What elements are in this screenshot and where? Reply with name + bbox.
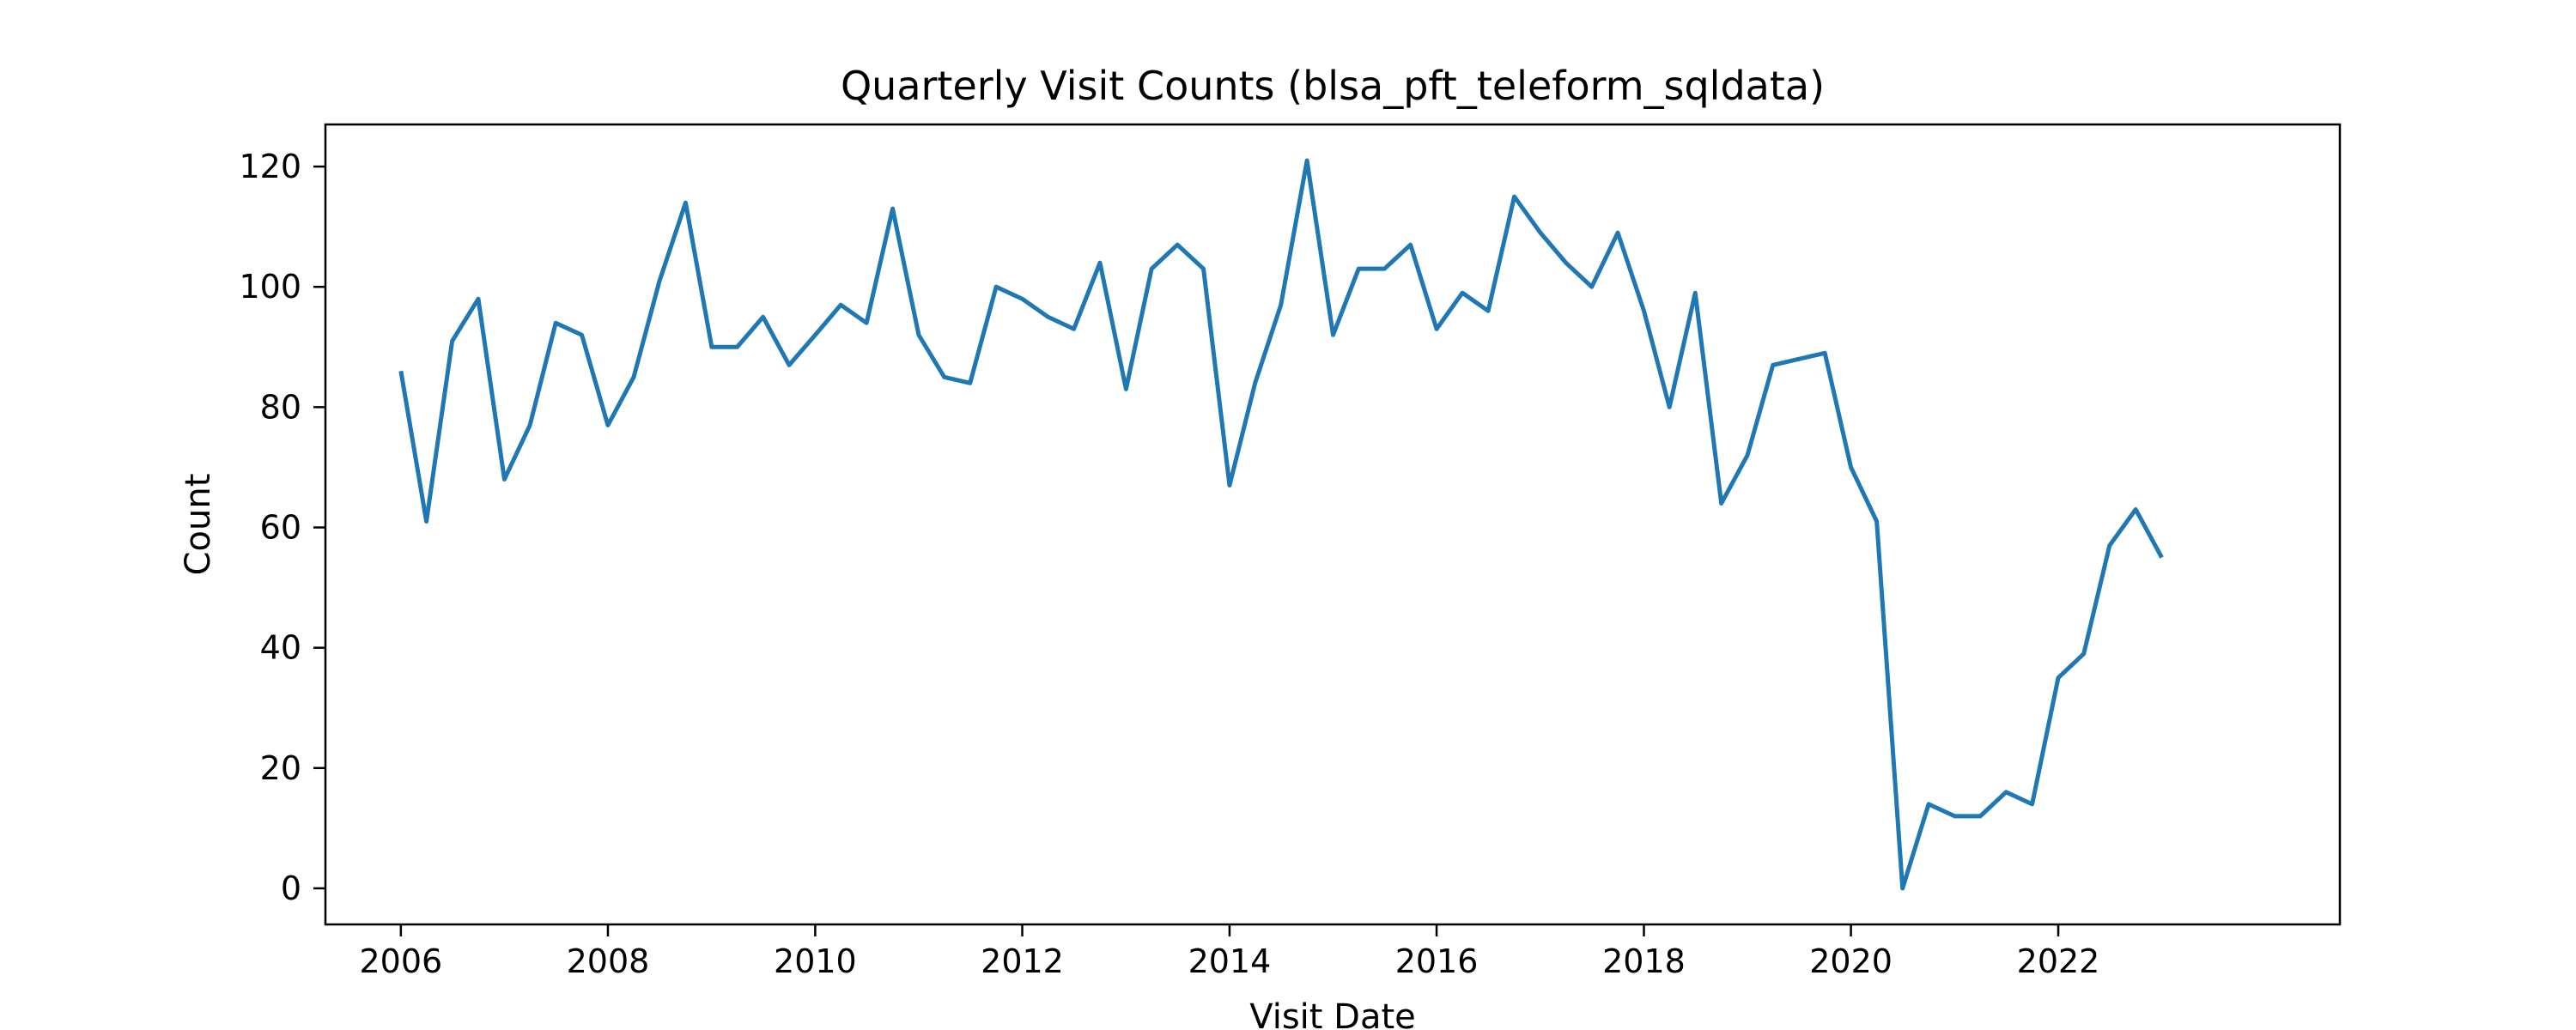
series-line xyxy=(398,158,2164,891)
data-point xyxy=(1771,362,1776,367)
data-point xyxy=(1227,482,1232,488)
chart-title: Quarterly Visit Counts (blsa_pft_telefor… xyxy=(841,63,1825,109)
data-point xyxy=(890,206,896,211)
data-point xyxy=(527,422,532,427)
y-tick-label: 100 xyxy=(239,268,301,306)
data-point xyxy=(1900,886,1905,891)
y-tick-label: 120 xyxy=(239,148,301,185)
data-point xyxy=(2160,555,2165,560)
data-point xyxy=(501,476,507,482)
data-point xyxy=(968,380,973,385)
data-point xyxy=(1382,266,1387,271)
x-tick-label: 2014 xyxy=(1188,942,1272,980)
data-point xyxy=(1512,194,1517,199)
x-tick-label: 2008 xyxy=(567,942,650,980)
data-point xyxy=(1692,290,1698,295)
data-point xyxy=(450,338,455,343)
data-point xyxy=(1667,404,1672,409)
data-point xyxy=(1460,290,1465,295)
plot-frame xyxy=(324,123,2342,926)
y-axis: 0 20 40 60 80 100 120 xyxy=(239,148,325,907)
y-tick-label: 20 xyxy=(260,749,301,787)
data-point xyxy=(553,320,558,325)
data-point xyxy=(1408,242,1413,247)
data-point xyxy=(1926,802,1931,807)
data-point xyxy=(916,332,921,337)
data-point xyxy=(2056,676,2061,681)
data-point xyxy=(1564,260,1569,265)
data-point xyxy=(1331,332,1336,337)
data-point xyxy=(580,332,585,337)
data-point xyxy=(1149,266,1154,271)
data-point xyxy=(1434,326,1439,331)
data-point xyxy=(1020,296,1025,301)
data-point xyxy=(1849,464,1854,470)
y-tick-label: 40 xyxy=(260,629,301,667)
data-point xyxy=(424,519,429,524)
data-point xyxy=(1538,230,1543,235)
data-point xyxy=(787,362,792,367)
plot-area xyxy=(398,158,2165,891)
x-tick-label: 2010 xyxy=(774,942,857,980)
data-point xyxy=(1201,266,1206,271)
data-point xyxy=(864,320,869,325)
data-point xyxy=(1641,308,1646,313)
data-point xyxy=(2133,506,2138,512)
data-point xyxy=(1046,314,1051,319)
data-point xyxy=(1796,356,1801,361)
data-point xyxy=(2030,802,2035,807)
data-point xyxy=(605,422,611,427)
y-tick-label: 80 xyxy=(260,388,301,426)
data-point xyxy=(812,332,817,337)
y-tick-label: 60 xyxy=(260,509,301,547)
x-tick-label: 2006 xyxy=(359,942,442,980)
data-point xyxy=(2003,790,2008,795)
data-point xyxy=(1719,500,1724,506)
x-tick-label: 2022 xyxy=(2017,942,2100,980)
data-point xyxy=(761,314,766,319)
data-point xyxy=(657,278,662,283)
data-point xyxy=(1072,326,1077,331)
data-point xyxy=(2081,651,2087,657)
data-point xyxy=(1279,302,1284,307)
y-tick-label: 0 xyxy=(281,869,301,907)
data-point xyxy=(1097,260,1103,265)
data-point xyxy=(1253,380,1258,385)
data-point xyxy=(735,344,740,349)
data-point xyxy=(709,344,714,349)
data-point xyxy=(1822,350,1827,355)
data-point xyxy=(1952,814,1957,819)
data-point xyxy=(1874,519,1880,524)
data-point xyxy=(2107,543,2112,548)
data-point xyxy=(1123,386,1128,391)
data-point xyxy=(1304,158,1309,163)
x-tick-label: 2020 xyxy=(1809,942,1893,980)
data-point xyxy=(476,296,481,301)
x-tick-label: 2016 xyxy=(1395,942,1479,980)
x-axis: 2006 2008 2010 2012 2014 2016 2018 2020 2022 xyxy=(359,924,2099,980)
data-point xyxy=(631,374,636,379)
data-point xyxy=(1485,308,1491,313)
data-point xyxy=(1978,814,1983,819)
data-point xyxy=(942,374,947,379)
data-point xyxy=(398,368,404,373)
x-tick-label: 2012 xyxy=(981,942,1064,980)
y-axis-label: Count xyxy=(179,474,218,576)
data-point xyxy=(1356,266,1361,271)
data-point xyxy=(1589,284,1595,289)
x-tick-label: 2018 xyxy=(1602,942,1686,980)
data-point xyxy=(1615,230,1620,235)
data-point xyxy=(993,284,999,289)
data-point xyxy=(1745,452,1750,457)
data-point xyxy=(683,200,688,205)
x-axis-label: Visit Date xyxy=(1249,997,1416,1030)
data-point xyxy=(1175,242,1180,247)
data-point xyxy=(838,302,843,307)
